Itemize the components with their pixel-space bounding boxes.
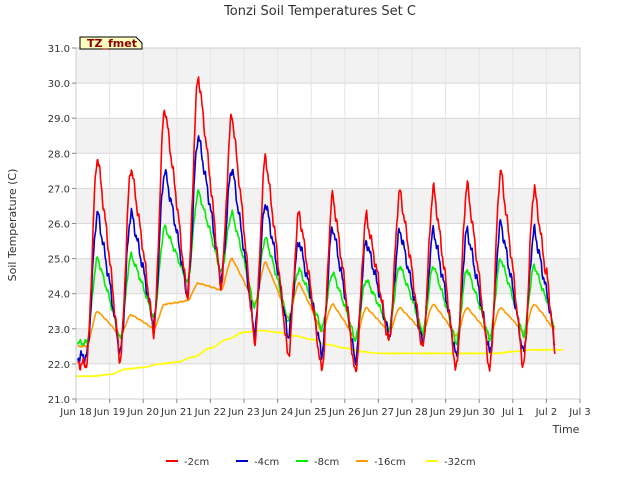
x-tick-label: Jul 1 [501, 407, 524, 418]
tz-fmet-annotation: TZ_fmet [79, 36, 143, 50]
x-tick-label: Jun 21 [160, 407, 193, 418]
x-tick-label: Jul 2 [535, 407, 558, 418]
legend-label: -16cm [374, 457, 406, 468]
legend-label: -4cm [254, 457, 279, 468]
series-line-minus-2cm [76, 76, 556, 373]
y-tick-label: 31.0 [48, 44, 70, 55]
x-axis: Jun 18 Jun 19 Jun 20 Jun 21 Jun 22 Jun 23 Jun … [59, 399, 591, 418]
y-tick-label: 24.0 [48, 290, 70, 301]
y-tick-label: 30.0 [48, 79, 70, 90]
x-tick-label: Jun 30 [462, 407, 495, 418]
legend-label: -2cm [184, 457, 209, 468]
plot-band [76, 83, 580, 119]
y-tick-label: 27.0 [48, 184, 70, 195]
y-tick-label: 25.0 [48, 255, 70, 266]
y-tick-label: 26.0 [48, 220, 70, 231]
x-axis-label: Time [552, 423, 580, 436]
plot-band [76, 328, 580, 364]
x-tick-label: Jun 22 [194, 407, 227, 418]
x-tick-label: Jul 3 [568, 407, 591, 418]
y-tick-label: 28.0 [48, 149, 70, 160]
tz-fmet-box [79, 36, 143, 50]
series-lines [75, 76, 564, 378]
plot-band [76, 153, 580, 189]
plot-band [76, 118, 580, 154]
plot-band [76, 363, 580, 399]
series-line-minus-16cm [77, 257, 556, 348]
legend-label: -32cm [444, 457, 476, 468]
x-tick-label: Jun 18 [59, 407, 92, 418]
plot-band [76, 48, 580, 84]
x-tick-label: Jun 19 [93, 407, 126, 418]
x-tick-label: Jun 25 [294, 407, 327, 418]
tz-fmet-label: TZ_fmet [87, 37, 137, 50]
x-tick-label: Jun 28 [395, 407, 428, 418]
legend-label: -8cm [314, 457, 339, 468]
x-tick-label: Jun 29 [429, 407, 462, 418]
x-tick-label: Jun 26 [328, 407, 361, 418]
y-axis-label: Soil Temperature (C) [6, 169, 19, 282]
y-tick-label: 22.0 [48, 360, 70, 371]
y-tick-label: 29.0 [48, 114, 70, 125]
x-tick-label: Jun 20 [126, 407, 159, 418]
y-axis: 21.0 22.0 23.0 24.0 25.0 26.0 27.0 28.0 29.0 30.0… [48, 44, 76, 406]
chart-title: Tonzi Soil Temperatures Set C [223, 4, 416, 19]
y-tick-label: 23.0 [48, 325, 70, 336]
x-tick-label: Jun 24 [261, 407, 294, 418]
legend: -2cm -4cm -8cm -16cm -32cm [166, 457, 476, 468]
y-tick-label: 21.0 [48, 395, 70, 406]
x-tick-label: Jun 27 [362, 407, 395, 418]
x-tick-label: Jun 23 [227, 407, 260, 418]
